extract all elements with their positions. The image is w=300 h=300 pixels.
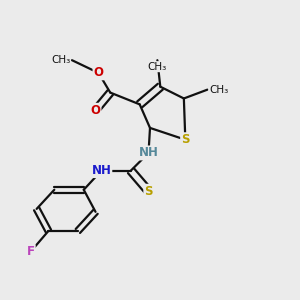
Text: NH: NH bbox=[92, 164, 111, 177]
Text: F: F bbox=[27, 245, 35, 258]
Text: S: S bbox=[181, 133, 190, 146]
Text: NH: NH bbox=[139, 146, 158, 159]
Text: S: S bbox=[144, 185, 153, 198]
Text: CH₃: CH₃ bbox=[209, 85, 228, 94]
Text: O: O bbox=[91, 104, 100, 117]
Text: O: O bbox=[94, 66, 103, 80]
Text: CH₃: CH₃ bbox=[148, 62, 167, 72]
Text: CH₃: CH₃ bbox=[51, 55, 70, 65]
